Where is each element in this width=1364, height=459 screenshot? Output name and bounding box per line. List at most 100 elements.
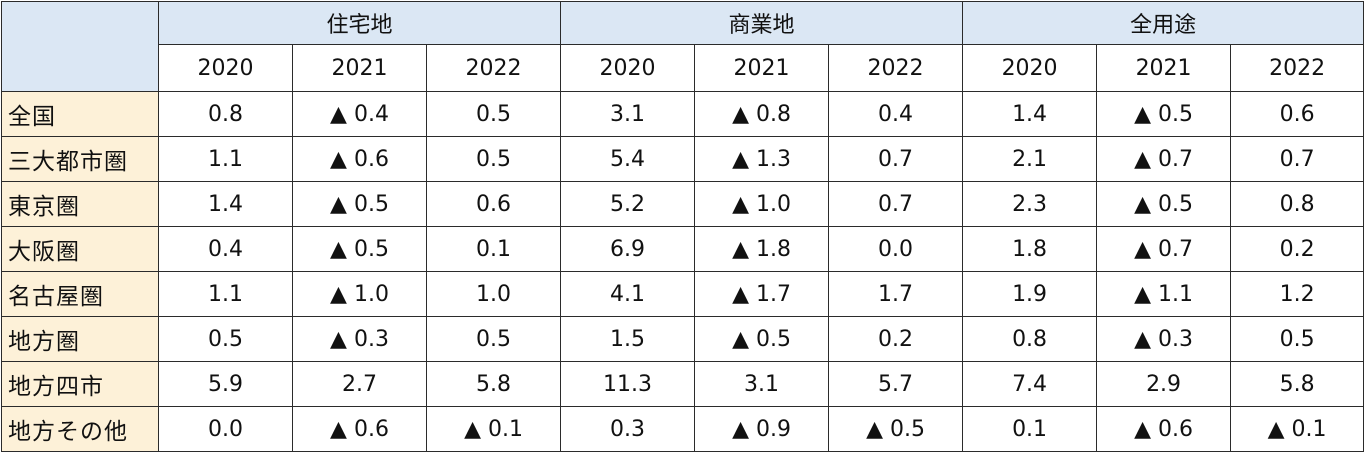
- table-cell: 0.7: [828, 181, 964, 227]
- table-cell: ▲ 0.5: [828, 406, 964, 452]
- year-header: 2022: [828, 44, 964, 92]
- table-cell: ▲ 0.8: [694, 91, 830, 137]
- table-cell: 7.4: [962, 361, 1098, 407]
- table-cell: 0.5: [425, 136, 562, 182]
- row-label: 地方圏: [1, 316, 159, 362]
- table-cell: ▲ 0.6: [1096, 406, 1232, 452]
- table-cell: ▲ 1.0: [694, 181, 830, 227]
- table-cell: 2.9: [1096, 361, 1232, 407]
- table-cell: 1.5: [560, 316, 696, 362]
- table-cell: 0.0: [828, 226, 964, 272]
- table-row: 地方圏 0.5 ▲ 0.3 0.5 1.5 ▲ 0.5 0.2 0.8 ▲ 0.3 0.5: [1, 316, 1364, 362]
- table-cell: 0.6: [425, 181, 562, 227]
- table-row: 東京圏 1.4 ▲ 0.5 0.6 5.2 ▲ 1.0 0.7 2.3 ▲ 0.5 0.8: [1, 181, 1364, 227]
- year-header: 2022: [425, 44, 562, 92]
- table-cell: 0.1: [425, 226, 562, 272]
- table-cell: 5.2: [560, 181, 696, 227]
- table-cell: 1.1: [158, 136, 293, 182]
- table-cell: 5.4: [560, 136, 696, 182]
- table-cell: 1.9: [962, 271, 1098, 317]
- table-cell: 11.3: [560, 361, 696, 407]
- table-cell: 0.1: [962, 406, 1098, 452]
- table-cell: 5.8: [425, 361, 562, 407]
- table-cell: 1.4: [158, 181, 293, 227]
- table-cell: ▲ 0.6: [292, 406, 427, 452]
- year-header: 2021: [694, 44, 830, 92]
- table-cell: ▲ 1.0: [292, 271, 427, 317]
- group-header-residential: 住宅地: [157, 1, 562, 45]
- table-cell: ▲ 0.5: [694, 316, 830, 362]
- table-cell: 0.6: [1230, 91, 1364, 137]
- table-cell: ▲ 0.1: [1230, 406, 1364, 452]
- year-header: 2020: [962, 44, 1098, 92]
- table-cell: 1.7: [828, 271, 964, 317]
- group-header-row: 住宅地 商業地 全用途: [1, 1, 1364, 92]
- table-cell: 5.9: [158, 361, 293, 407]
- table-cell: ▲ 0.3: [292, 316, 427, 362]
- table-cell: 2.1: [962, 136, 1098, 182]
- table-cell: 0.3: [560, 406, 696, 452]
- table-cell: ▲ 0.4: [292, 91, 427, 137]
- table-body: 全国 0.8 ▲ 0.4 0.5 3.1 ▲ 0.8 0.4 1.4 ▲ 0.5 0.6 三大都市圏…: [1, 91, 1364, 452]
- table-cell: 0.5: [158, 316, 293, 362]
- table-cell: 0.8: [962, 316, 1098, 362]
- row-label: 東京圏: [1, 181, 159, 227]
- table-cell: 1.4: [962, 91, 1098, 137]
- table-cell: ▲ 0.3: [1096, 316, 1232, 362]
- year-header: 2020: [560, 44, 696, 92]
- table-cell: 0.5: [1230, 316, 1364, 362]
- table-cell: ▲ 0.5: [292, 226, 427, 272]
- row-label: 大阪圏: [1, 226, 159, 272]
- table-row: 全国 0.8 ▲ 0.4 0.5 3.1 ▲ 0.8 0.4 1.4 ▲ 0.5 0.6: [1, 91, 1364, 137]
- table-cell: ▲ 0.7: [1096, 136, 1232, 182]
- table-cell: 0.5: [425, 91, 562, 137]
- table-cell: 1.1: [158, 271, 293, 317]
- year-header-row: 2020 2021 2022 2020 2021 2022 2020 2021 …: [2, 44, 1364, 92]
- table-cell: 0.2: [1230, 226, 1364, 272]
- table-row: 名古屋圏 1.1 ▲ 1.0 1.0 4.1 ▲ 1.7 1.7 1.9 ▲ 1.1 1.2: [1, 271, 1364, 317]
- table-row: 三大都市圏 1.1 ▲ 0.6 0.5 5.4 ▲ 1.3 0.7 2.1 ▲ 0.7 0.7: [1, 136, 1364, 182]
- table-cell: 0.2: [828, 316, 964, 362]
- table-cell: ▲ 0.5: [1096, 181, 1232, 227]
- table-cell: 2.7: [292, 361, 427, 407]
- table-row: 地方その他 0.0 ▲ 0.6 ▲ 0.1 0.3 ▲ 0.9 ▲ 0.5 0.1 ▲ 0.6 ▲…: [1, 406, 1364, 452]
- table-cell: 4.1: [560, 271, 696, 317]
- table-cell: ▲ 0.1: [425, 406, 562, 452]
- table-cell: ▲ 0.5: [292, 181, 427, 227]
- table-cell: ▲ 0.6: [292, 136, 427, 182]
- row-label: 名古屋圏: [1, 271, 159, 317]
- table-cell: 2.3: [962, 181, 1098, 227]
- table-cell: 0.8: [1230, 181, 1364, 227]
- table-cell: 0.4: [828, 91, 964, 137]
- year-header: 2022: [1230, 44, 1364, 92]
- table-cell: 3.1: [560, 91, 696, 137]
- table-cell: 0.5: [425, 316, 562, 362]
- table-cell: ▲ 0.9: [694, 406, 830, 452]
- table-cell: 0.7: [828, 136, 964, 182]
- row-label: 三大都市圏: [1, 136, 159, 182]
- table-cell: ▲ 1.3: [694, 136, 830, 182]
- table-row: 大阪圏 0.4 ▲ 0.5 0.1 6.9 ▲ 1.8 0.0 1.8 ▲ 0.7 0.2: [1, 226, 1364, 272]
- table-cell: 3.1: [694, 361, 830, 407]
- year-header: 2020: [158, 44, 293, 92]
- table-cell: ▲ 1.7: [694, 271, 830, 317]
- table-cell: 0.0: [158, 406, 293, 452]
- table-cell: ▲ 1.1: [1096, 271, 1232, 317]
- group-header-commercial: 商業地: [560, 1, 964, 45]
- table-cell: ▲ 0.5: [1096, 91, 1232, 137]
- table-cell: 1.8: [962, 226, 1098, 272]
- table-cell: 1.0: [425, 271, 562, 317]
- table-cell: ▲ 1.8: [694, 226, 830, 272]
- table-cell: ▲ 0.7: [1096, 226, 1232, 272]
- row-label: 地方その他: [1, 406, 159, 452]
- table-cell: 6.9: [560, 226, 696, 272]
- row-label: 地方四市: [1, 361, 159, 407]
- row-label: 全国: [1, 91, 159, 137]
- year-header: 2021: [1096, 44, 1232, 92]
- table-cell: 0.8: [158, 91, 293, 137]
- group-header-all-use: 全用途: [962, 1, 1364, 45]
- table-cell: 1.2: [1230, 271, 1364, 317]
- table-row: 地方四市 5.9 2.7 5.8 11.3 3.1 5.7 7.4 2.9 5.8: [1, 361, 1364, 407]
- table-cell: 0.7: [1230, 136, 1364, 182]
